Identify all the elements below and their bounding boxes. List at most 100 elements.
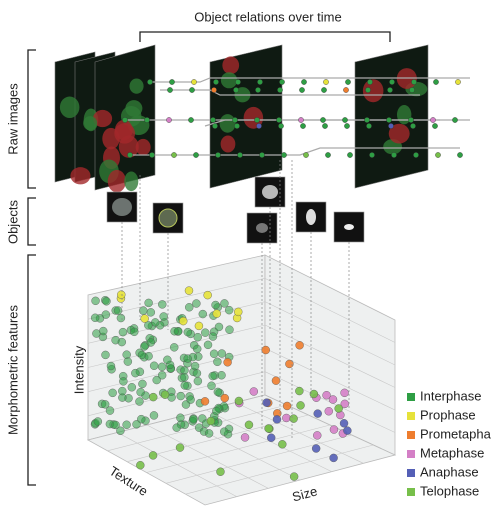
point [172, 423, 181, 432]
grid-line [87, 371, 266, 417]
point [144, 298, 153, 308]
point [183, 327, 193, 337]
point [101, 350, 110, 360]
point [149, 392, 158, 402]
track-node [215, 152, 221, 158]
point [203, 340, 213, 350]
track-node [210, 117, 216, 123]
point [111, 420, 120, 430]
track-node [234, 123, 240, 129]
point [234, 307, 243, 317]
point [118, 386, 127, 396]
point [122, 350, 131, 359]
point [322, 391, 331, 400]
section-label: Morphometric features [5, 304, 20, 435]
track-node [303, 152, 309, 158]
legend-label: Telophase [420, 483, 479, 498]
point [149, 361, 159, 370]
point [223, 358, 232, 367]
point [240, 433, 250, 442]
track-node [320, 117, 326, 123]
point [176, 413, 185, 422]
point [296, 401, 305, 410]
point [208, 332, 218, 341]
point [328, 395, 338, 404]
legend-swatch [407, 431, 415, 439]
point [108, 388, 117, 398]
track-node [323, 79, 329, 85]
objects [106, 176, 365, 244]
grid-line [264, 348, 396, 411]
point [272, 415, 282, 424]
track-node [389, 79, 395, 85]
track-node [169, 79, 175, 85]
track-node [457, 152, 463, 158]
point [146, 338, 156, 347]
point [217, 349, 227, 358]
legend-label: Metaphase [420, 445, 484, 460]
point [146, 308, 156, 317]
point [100, 400, 110, 409]
track-node [276, 117, 282, 123]
track-node [325, 152, 331, 158]
track-node [301, 79, 307, 85]
legend-swatch [407, 469, 415, 477]
title: Object relations over time [194, 9, 341, 24]
point [149, 411, 159, 420]
point [234, 396, 244, 406]
track-node [257, 79, 263, 85]
axis-label: Size [291, 483, 319, 504]
points [90, 286, 352, 481]
point [123, 357, 133, 366]
point [204, 429, 214, 438]
point [193, 332, 202, 342]
point [144, 321, 153, 330]
point [207, 381, 216, 390]
point [186, 395, 195, 404]
point [122, 420, 131, 429]
point [117, 337, 127, 347]
point [190, 361, 200, 371]
point [159, 312, 168, 321]
raw-images [54, 44, 429, 193]
track-node [321, 87, 327, 93]
legend-label: Prophase [420, 407, 476, 422]
point [131, 368, 140, 378]
point [157, 371, 167, 380]
track-node [233, 87, 239, 93]
point [99, 326, 108, 336]
point [138, 379, 147, 389]
point [175, 443, 185, 452]
point [249, 387, 258, 396]
point [220, 427, 229, 436]
track-node [409, 87, 415, 93]
point [132, 420, 141, 429]
point [201, 328, 210, 337]
track-node [279, 79, 285, 85]
point [194, 321, 204, 331]
point [179, 316, 188, 326]
point [170, 343, 179, 352]
point [140, 342, 149, 351]
point [90, 313, 100, 322]
track-node [388, 123, 394, 129]
point [295, 341, 304, 350]
point [184, 286, 194, 295]
point [311, 444, 321, 453]
point [163, 355, 172, 365]
track-node [366, 123, 372, 129]
track-node [213, 79, 219, 85]
point [180, 373, 189, 382]
point [313, 409, 322, 418]
point [212, 309, 221, 318]
track-node [189, 87, 195, 93]
point [262, 398, 271, 407]
grid-line [264, 324, 396, 388]
point [282, 401, 292, 411]
track-node [432, 123, 438, 129]
axis-label: Intensity [71, 345, 86, 394]
cell [93, 109, 113, 128]
point [148, 451, 158, 460]
track-node [211, 87, 217, 93]
